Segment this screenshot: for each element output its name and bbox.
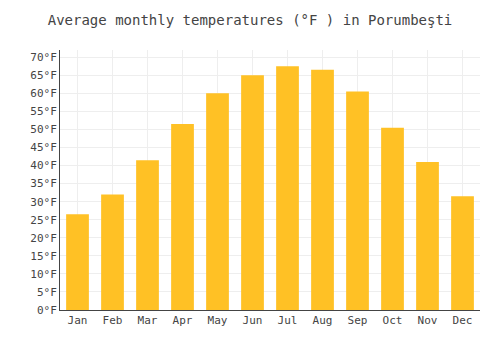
svg-text:50°F: 50°F [30,123,57,136]
svg-text:15°F: 15°F [30,250,57,263]
svg-text:Dec: Dec [453,314,473,327]
svg-text:Sep: Sep [348,314,368,327]
svg-text:Nov: Nov [418,314,438,327]
svg-text:Jan: Jan [68,314,88,327]
svg-text:45°F: 45°F [30,141,57,154]
svg-text:25°F: 25°F [30,214,57,227]
svg-text:Oct: Oct [383,314,403,327]
svg-text:Mar: Mar [138,314,158,327]
svg-text:55°F: 55°F [30,105,57,118]
svg-text:65°F: 65°F [30,69,57,82]
svg-text:30°F: 30°F [30,196,57,209]
svg-text:Jul: Jul [278,314,298,327]
svg-text:40°F: 40°F [30,159,57,172]
svg-text:20°F: 20°F [30,232,57,245]
svg-text:35°F: 35°F [30,177,57,190]
svg-text:0°F: 0°F [37,304,57,317]
svg-text:Feb: Feb [103,314,123,327]
svg-text:60°F: 60°F [30,87,57,100]
svg-text:Average monthly temperatures (: Average monthly temperatures (°F ) in Po… [48,12,453,28]
svg-text:5°F: 5°F [37,286,57,299]
svg-text:Aug: Aug [313,314,333,327]
svg-text:May: May [208,314,228,327]
svg-text:10°F: 10°F [30,268,57,281]
svg-text:Apr: Apr [173,314,193,327]
svg-text:70°F: 70°F [30,51,57,64]
svg-text:Jun: Jun [243,314,263,327]
